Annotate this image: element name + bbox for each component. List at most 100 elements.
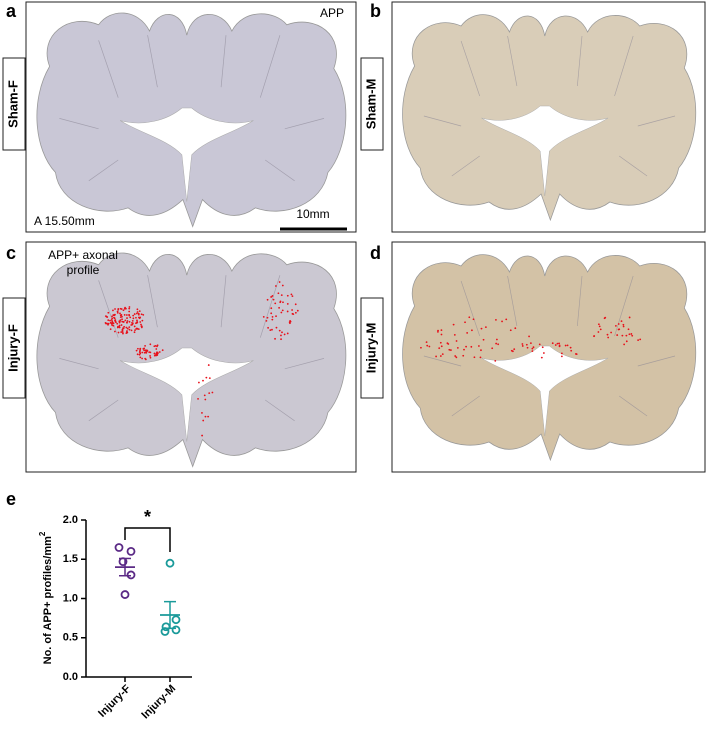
red-profile xyxy=(505,318,508,321)
red-profile xyxy=(622,325,625,328)
red-profile xyxy=(205,376,208,379)
red-profile xyxy=(479,356,482,359)
red-profile xyxy=(135,327,138,330)
red-profile xyxy=(111,315,113,318)
red-profile xyxy=(541,346,544,349)
red-profile xyxy=(470,345,473,348)
red-profile xyxy=(141,351,144,354)
red-profile xyxy=(497,343,500,346)
y-tick-label: 0.0 xyxy=(63,671,78,683)
red-profiles xyxy=(104,281,642,437)
red-profile xyxy=(109,321,112,324)
data-point xyxy=(126,570,136,580)
red-profile xyxy=(560,352,563,355)
y-tick-label: 2.0 xyxy=(63,514,78,526)
red-profile xyxy=(286,294,289,297)
red-profile xyxy=(139,356,142,359)
annotation: profile xyxy=(67,263,100,277)
red-profile xyxy=(116,322,119,325)
y-tick-label: 1.5 xyxy=(63,553,78,565)
red-profile xyxy=(208,377,211,380)
red-profile xyxy=(137,328,140,331)
red-profile xyxy=(104,321,107,324)
red-profile xyxy=(286,310,289,313)
red-profile xyxy=(130,324,133,326)
red-profile xyxy=(161,349,164,352)
red-profile xyxy=(266,316,269,319)
red-profile xyxy=(509,329,512,332)
red-profile xyxy=(202,379,204,382)
red-profile xyxy=(133,313,136,315)
red-profile xyxy=(128,307,131,310)
red-profile xyxy=(622,323,625,326)
red-profile xyxy=(511,350,514,353)
red-profile xyxy=(124,319,127,322)
red-profile xyxy=(455,356,458,359)
red-profile xyxy=(119,316,122,319)
red-profile xyxy=(201,434,204,437)
red-profile xyxy=(473,356,476,359)
red-profile xyxy=(278,329,281,332)
coordinate-label: A 15.50mm xyxy=(34,214,95,228)
red-profile xyxy=(441,353,444,356)
red-profile xyxy=(274,337,276,340)
red-profile xyxy=(126,330,128,332)
red-profile xyxy=(593,335,595,338)
red-profile xyxy=(143,349,146,352)
red-profile xyxy=(271,316,274,318)
red-profile xyxy=(620,320,623,323)
red-profile xyxy=(128,320,131,323)
red-profile xyxy=(140,325,143,328)
red-profile xyxy=(603,317,606,320)
red-profile xyxy=(109,328,112,331)
red-profile xyxy=(155,348,158,350)
red-profile xyxy=(598,325,601,328)
red-profile xyxy=(125,314,128,316)
red-profile xyxy=(453,333,456,336)
data-point xyxy=(120,590,130,599)
red-profile xyxy=(121,329,124,332)
significance-label: * xyxy=(144,507,151,527)
red-profile xyxy=(281,309,284,312)
red-profile xyxy=(141,357,143,360)
panel-letter: c xyxy=(6,243,16,263)
red-profile xyxy=(113,330,116,333)
red-profile xyxy=(130,329,133,332)
red-profile xyxy=(204,415,207,418)
red-profile xyxy=(291,309,293,311)
red-profile xyxy=(521,343,524,345)
red-profile xyxy=(197,397,199,400)
red-profile xyxy=(566,344,569,347)
red-profile xyxy=(149,343,152,346)
red-profile xyxy=(292,313,295,316)
label-box xyxy=(360,297,384,399)
y-axis-label: No. of APP+ profiles/mm xyxy=(42,536,54,664)
red-profile xyxy=(139,347,142,350)
red-profile xyxy=(480,327,483,330)
red-profile xyxy=(140,323,142,326)
red-profile xyxy=(439,355,442,357)
red-profile xyxy=(118,324,121,327)
red-profile xyxy=(126,317,128,319)
red-profile xyxy=(128,328,131,331)
red-profile xyxy=(112,324,115,327)
red-profile xyxy=(136,347,139,350)
red-profile xyxy=(607,336,610,339)
red-profile xyxy=(111,317,114,320)
red-profile xyxy=(560,355,563,358)
red-profile xyxy=(628,316,631,319)
red-profile xyxy=(131,322,134,325)
red-profile xyxy=(540,356,543,359)
red-profile xyxy=(294,311,297,314)
red-profile xyxy=(569,346,572,349)
red-profile xyxy=(625,340,628,343)
red-profile xyxy=(495,342,498,345)
red-profile xyxy=(207,364,210,366)
red-profile xyxy=(621,334,624,337)
stain-label: APP xyxy=(320,6,344,20)
red-profile xyxy=(280,311,283,314)
red-profile xyxy=(134,329,136,332)
red-profile xyxy=(121,331,124,334)
red-profile xyxy=(104,315,107,318)
red-profile xyxy=(277,292,280,295)
